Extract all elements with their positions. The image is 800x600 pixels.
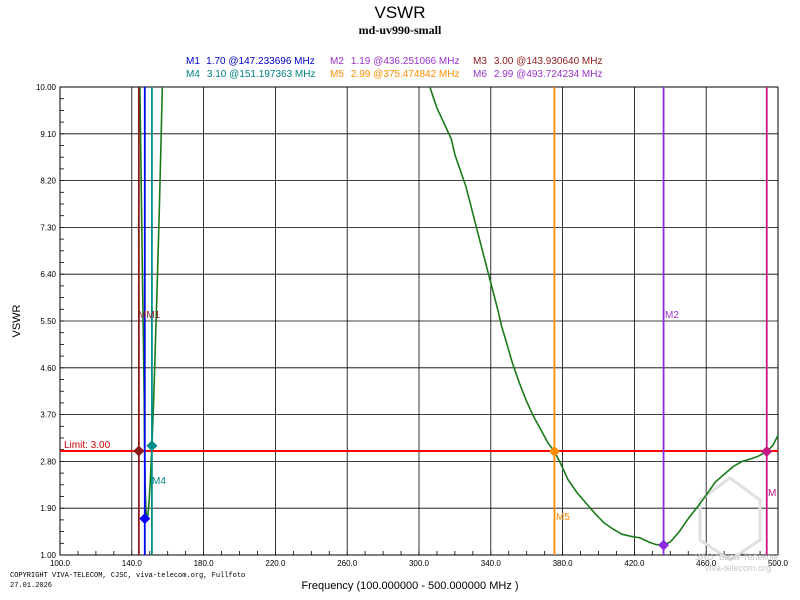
marker-diamond-m5	[548, 446, 560, 458]
x-tick-label: 180.0	[194, 559, 215, 568]
y-tick-label: 1.90	[40, 504, 56, 513]
x-tick-label: 220.0	[265, 559, 286, 568]
readout-m1: M1 1.70 @147.233696 MHz	[186, 56, 315, 67]
watermark: ЗАО "Вива-Телеком" viva-telecom.org	[695, 476, 781, 573]
x-tick-label: 380.0	[553, 559, 574, 568]
plot-label-m4: M4	[152, 476, 166, 487]
marker-diamond-m2	[658, 539, 670, 551]
watermark-logo-icon	[698, 476, 762, 562]
y-axis-label: VSWR	[11, 304, 23, 337]
vswr-curve	[429, 86, 779, 546]
readout-m4: M4 3.10 @151.197363 MHz	[186, 69, 316, 80]
x-tick-labels: 100.0 140.0 180.0 220.0 260.0 300.0 340.0 380.0…	[50, 559, 789, 568]
date-text: 27.01.2026	[10, 582, 52, 590]
marker-diamond-m6	[761, 446, 773, 458]
y-tick-label: 3.70	[40, 411, 56, 420]
x-tick-label: 340.0	[481, 559, 502, 568]
plot-label-m2: M2	[665, 310, 679, 321]
watermark-line-2: viva-telecom.org	[705, 563, 771, 573]
readout-m3: M3 3.00 @143.930640 MHz	[473, 56, 603, 67]
grid	[59, 86, 778, 555]
markers	[133, 87, 773, 555]
x-tick-label: 300.0	[409, 559, 430, 568]
x-tick-label: 420.0	[624, 559, 645, 568]
y-tick-label: 6.40	[40, 270, 56, 279]
y-tick-label: 4.60	[40, 364, 56, 373]
y-tick-label: 5.50	[40, 317, 56, 326]
readout-m5: M5 2.99 @375.474842 MHz	[330, 69, 460, 80]
y-tick-label: 9.10	[40, 130, 56, 139]
y-tick-label: 8.20	[40, 177, 56, 186]
marker-diamond-m1	[139, 513, 151, 525]
plot-label-m5: M5	[556, 512, 570, 523]
y-tick-label: 7.30	[40, 223, 56, 232]
readout-m6: M6 2.99 @493.724234 MHz	[473, 69, 603, 80]
x-tick-label: 100.0	[50, 559, 71, 568]
chart-subtitle: md-uv990-small	[359, 23, 442, 37]
marker-readouts: M1 1.70 @147.233696 MHz M2 1.19 @436.25106…	[186, 56, 603, 80]
marker-diamond-m4	[146, 440, 158, 452]
limit-label: Limit: 3.00	[64, 440, 111, 451]
x-tick-label: 260.0	[337, 559, 358, 568]
x-axis-label: Frequency (100.000000 - 500.000000 MHz )	[301, 580, 518, 592]
watermark-line-1: ЗАО "Вива-Телеком"	[695, 552, 781, 562]
y-tick-label: 1.00	[40, 551, 56, 560]
y-tick-label: 10.00	[36, 83, 57, 92]
plot-label-mm1: MM1	[138, 310, 161, 321]
x-tick-label: 140.0	[122, 559, 143, 568]
y-tick-labels: 1.00 1.90 2.80 3.70 4.60 5.50 6.40 7.30 8.20 9.10…	[36, 83, 57, 560]
copyright-text: COPYRIGHT VIVA-TELECOM, CJSC, viva-telec…	[10, 572, 245, 580]
marker-diamond-m3	[133, 445, 145, 457]
x-tick-label: 460.0	[696, 559, 717, 568]
readout-m2: M2 1.19 @436.251066 MHz	[330, 56, 460, 67]
x-tick-label: 500.0	[768, 559, 789, 568]
y-tick-label: 2.80	[40, 457, 56, 466]
marker-plot-labels: MM1 M2 M4 M5 M	[138, 310, 776, 523]
chart-title: VSWR	[375, 3, 426, 22]
plot-label-m6: M	[768, 488, 776, 499]
